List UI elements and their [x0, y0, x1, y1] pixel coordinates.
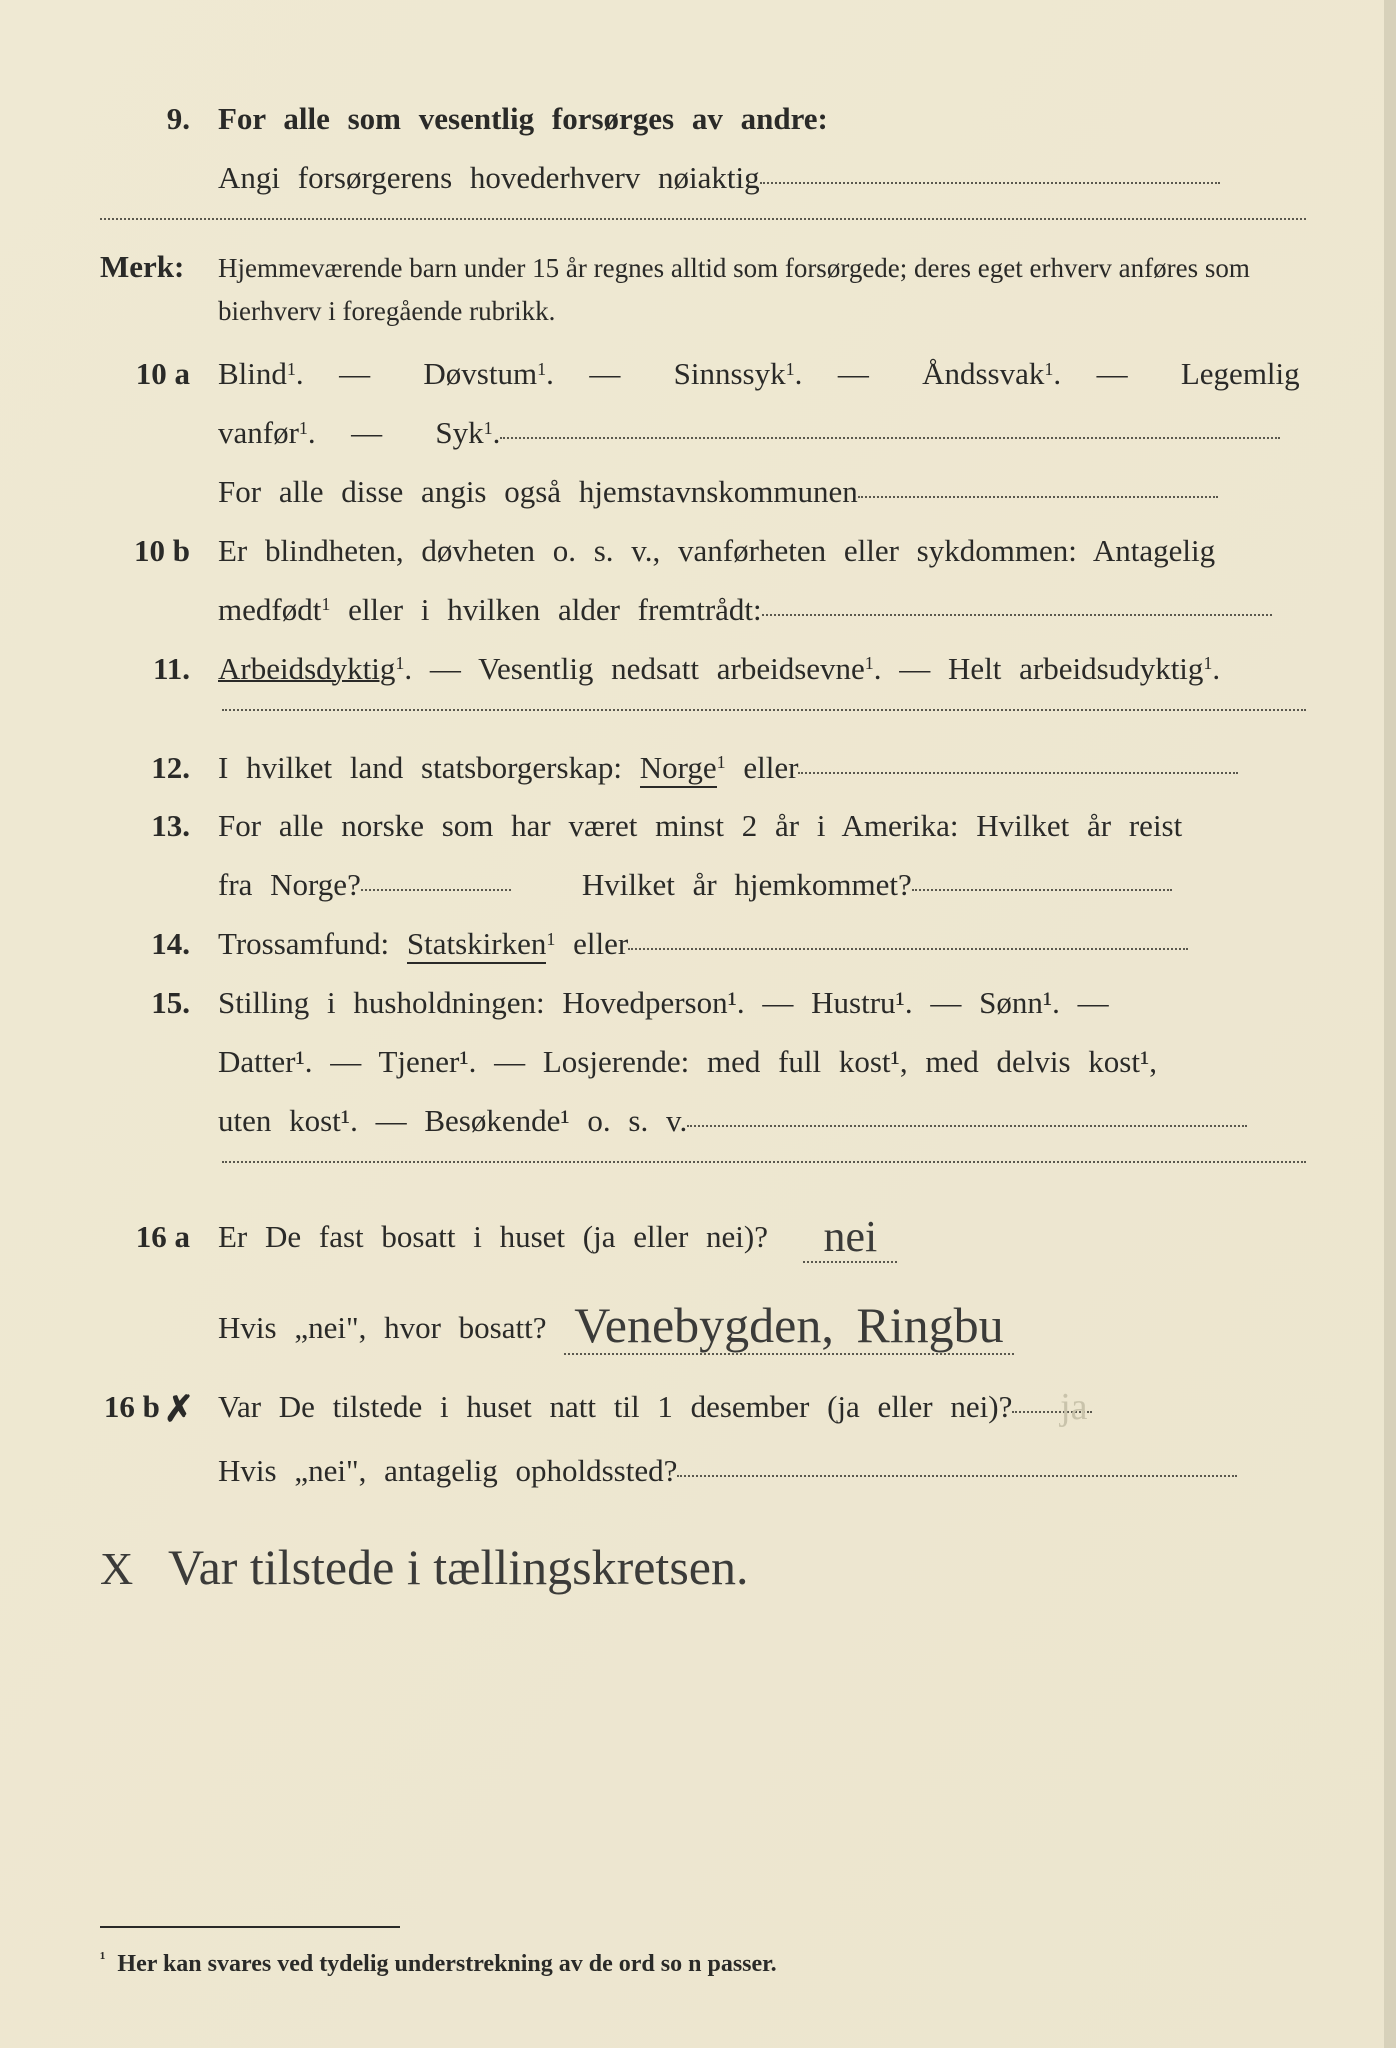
question-15-line2: Datter¹. — Tjener¹. — Losjerende: med fu…	[100, 1033, 1306, 1092]
q16a-number: 16 a	[100, 1208, 190, 1267]
q15-line1: Stilling i husholdningen: Hovedperson¹. …	[218, 974, 1306, 1033]
divider	[222, 709, 1306, 711]
question-13-line2: fra Norge? Hvilket år hjemkommet?	[100, 856, 1306, 915]
question-9: 9. For alle som vesentlig forsørges av a…	[100, 90, 1306, 149]
q10b-number: 10 b	[100, 522, 190, 581]
footnote: ¹ Her kan svares ved tydelig understrekn…	[100, 1946, 777, 1978]
fill-line	[858, 496, 1218, 498]
question-9-line2: Angi forsørgerens hovederhverv nøiaktig	[100, 149, 1306, 208]
q14-number: 14.	[100, 915, 190, 974]
fill-line	[361, 889, 511, 891]
fill-line	[912, 889, 1172, 891]
merk-text: Hjemmeværende barn under 15 år regnes al…	[218, 247, 1306, 333]
question-16b: 16 b✗ Var De tilstede i huset natt til 1…	[100, 1369, 1306, 1441]
fill-line	[762, 614, 1272, 616]
q16b-number: 16 b	[104, 1389, 160, 1424]
question-15-line3: uten kost¹. — Besøkende¹ o. s. v.	[100, 1092, 1306, 1151]
q16b-answer-ja: ja	[1060, 1386, 1087, 1428]
question-10b-line2: medfødt1 eller i hvilken alder fremtrådt…	[100, 581, 1306, 640]
fill-line	[687, 1125, 1247, 1127]
merk-label: Merk:	[100, 238, 190, 297]
q15-number: 15.	[100, 974, 190, 1033]
q15-line2-text: Datter¹. — Tjener¹. — Losjerende: med fu…	[218, 1033, 1306, 1092]
q11-arbeidsdyktig-underlined: Arbeidsdyktig	[218, 651, 395, 686]
q9-line2-text: Angi forsørgerens hovederhverv nøiaktig	[218, 160, 760, 195]
footnote-rule	[100, 1926, 400, 1928]
q16a-answer-bosatt: Venebygden, Ringbu	[564, 1297, 1013, 1355]
q16b-xmark: ✗	[164, 1389, 194, 1429]
question-16b-line2: Hvis „nei", antagelig opholdssted?	[100, 1442, 1306, 1501]
question-13: 13. For alle norske som har været minst …	[100, 797, 1306, 856]
merk-note: Merk: Hjemmeværende barn under 15 år reg…	[100, 238, 1306, 333]
fill-line	[677, 1475, 1237, 1477]
q11-number: 11.	[100, 640, 190, 699]
footnote-text: Her kan svares ved tydelig understreknin…	[117, 1951, 776, 1977]
scan-edge	[1384, 0, 1396, 2048]
q13-number: 13.	[100, 797, 190, 856]
question-11: 11. Arbeidsdyktig1. — Vesentlig nedsatt …	[100, 640, 1306, 699]
question-16a: 16 a Er De fast bosatt i huset (ja eller…	[100, 1191, 1306, 1275]
question-10a: 10 a Blind1. — Døvstum1. — Sinnssyk1. — …	[100, 345, 1306, 404]
question-10b: 10 b Er blindheten, døvheten o. s. v., v…	[100, 522, 1306, 581]
footnote-marker: ¹	[100, 1948, 105, 1968]
question-10a-line2: vanfør1. — Syk1.	[100, 404, 1306, 463]
fill-line	[628, 948, 1188, 950]
handwritten-annotation: X Var tilstede i tællingskretsen.	[100, 1520, 1306, 1615]
q12-norge-underlined: Norge	[640, 750, 717, 788]
q10a-number: 10 a	[100, 345, 190, 404]
q14-statskirken-underlined: Statskirken	[407, 926, 547, 964]
q16a-answer-nei: nei	[803, 1212, 897, 1263]
annotation-x: X	[100, 1543, 133, 1594]
divider	[222, 1161, 1306, 1163]
q9-number: 9.	[100, 90, 190, 149]
q10b-line1: Er blindheten, døvheten o. s. v., vanfør…	[218, 522, 1306, 581]
annotation-text: Var tilstede i tællingskretsen.	[168, 1539, 748, 1595]
fill-line	[500, 437, 1280, 439]
question-16a-line2: Hvis „nei", hvor bosatt? Venebygden, Rin…	[100, 1274, 1306, 1369]
fill-line	[798, 772, 1238, 774]
divider	[100, 218, 1306, 220]
q12-number: 12.	[100, 739, 190, 798]
question-14: 14. Trossamfund: Statskirken1 eller	[100, 915, 1306, 974]
question-10a-line3: For alle disse angis også hjemstavnskomm…	[100, 463, 1306, 522]
question-15: 15. Stilling i husholdningen: Hovedperso…	[100, 974, 1306, 1033]
q9-line1: For alle som vesentlig forsørges av andr…	[218, 90, 1306, 149]
fill-line	[760, 182, 1220, 184]
question-12: 12. I hvilket land statsborgerskap: Norg…	[100, 739, 1306, 798]
q13-line1: For alle norske som har været minst 2 år…	[218, 797, 1306, 856]
census-form-page: 9. For alle som vesentlig forsørges av a…	[0, 0, 1396, 2048]
